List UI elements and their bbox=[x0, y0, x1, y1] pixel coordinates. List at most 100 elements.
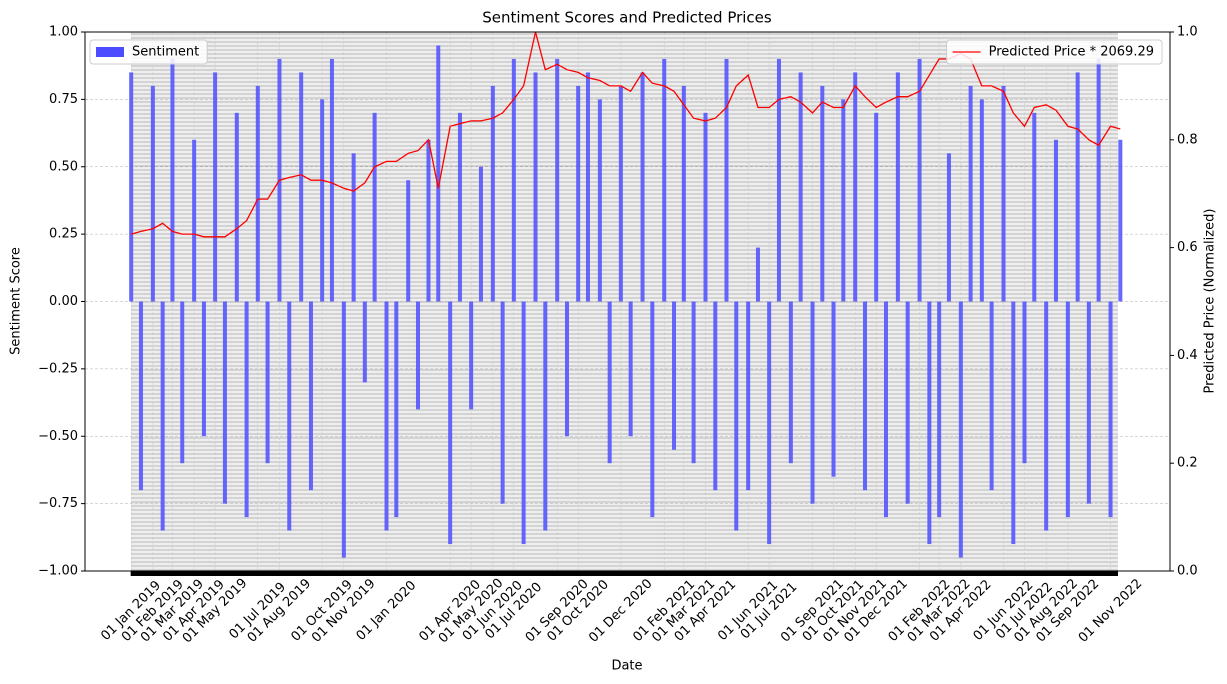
bar bbox=[478, 166, 483, 302]
bar bbox=[341, 301, 346, 558]
y-tick-label: −0.25 bbox=[38, 361, 78, 376]
bar bbox=[320, 99, 325, 302]
bar bbox=[384, 301, 389, 531]
y2-tick-label: 0.0 bbox=[1177, 564, 1198, 579]
y2-axis-label: Predicted Price (Normalized) bbox=[1203, 209, 1218, 394]
bar bbox=[1022, 301, 1027, 464]
bar bbox=[415, 301, 420, 410]
bar bbox=[448, 301, 453, 545]
bar bbox=[917, 58, 922, 302]
bar bbox=[895, 72, 900, 302]
bar bbox=[755, 247, 760, 302]
y-tick-label: 0.50 bbox=[49, 159, 78, 174]
bar bbox=[734, 301, 739, 531]
bar bbox=[1086, 301, 1091, 504]
bar bbox=[394, 301, 399, 518]
y-tick-label: −1.00 bbox=[38, 564, 78, 579]
bar bbox=[436, 45, 441, 302]
y2-tick-label: 0.6 bbox=[1177, 240, 1198, 255]
y-axis-label: Sentiment Score bbox=[9, 247, 24, 355]
bar bbox=[362, 301, 367, 383]
bar bbox=[1108, 301, 1113, 518]
bar bbox=[640, 72, 645, 302]
bar bbox=[672, 301, 677, 450]
bar bbox=[628, 301, 633, 437]
bar bbox=[213, 72, 218, 302]
y-tick-label: 0.00 bbox=[49, 294, 78, 309]
y-tick-label: −0.50 bbox=[38, 429, 78, 444]
bar bbox=[244, 301, 249, 518]
bar bbox=[201, 301, 206, 437]
bar bbox=[1096, 58, 1101, 302]
bar bbox=[1011, 301, 1016, 545]
bar bbox=[351, 153, 356, 302]
bar bbox=[1118, 139, 1123, 302]
bar bbox=[406, 180, 411, 302]
legend-box bbox=[89, 39, 208, 65]
legend-swatch bbox=[96, 47, 124, 57]
y2-tick-label: 0.8 bbox=[1177, 132, 1198, 147]
bar bbox=[511, 58, 516, 302]
bar bbox=[905, 301, 910, 504]
bar bbox=[831, 301, 836, 477]
bar bbox=[329, 58, 334, 302]
bar bbox=[937, 301, 942, 518]
bar bbox=[798, 72, 803, 302]
bar bbox=[255, 85, 260, 302]
bar bbox=[597, 99, 602, 302]
chart-title: Sentiment Scores and Predicted Prices bbox=[482, 9, 772, 27]
bar bbox=[490, 85, 495, 302]
bar bbox=[989, 301, 994, 491]
bar bbox=[724, 58, 729, 302]
bar bbox=[650, 301, 655, 518]
bar bbox=[533, 72, 538, 302]
bar bbox=[788, 301, 793, 464]
bar bbox=[160, 301, 165, 531]
bar bbox=[927, 301, 932, 545]
x-axis-label: Date bbox=[611, 659, 642, 674]
bar bbox=[946, 153, 951, 302]
bar bbox=[299, 72, 304, 302]
y2-tick-label: 1.0 bbox=[1177, 25, 1198, 40]
bar bbox=[841, 99, 846, 302]
bar bbox=[150, 85, 155, 302]
legend: Sentiment bbox=[89, 39, 208, 65]
bar bbox=[180, 301, 185, 464]
bar bbox=[776, 58, 781, 302]
legend: Predicted Price * 2069.29 bbox=[946, 39, 1163, 65]
bar bbox=[662, 58, 667, 302]
bar bbox=[500, 301, 505, 504]
bar bbox=[607, 301, 612, 464]
bar bbox=[862, 301, 867, 491]
bar bbox=[521, 301, 526, 545]
bar bbox=[853, 72, 858, 302]
bar bbox=[979, 99, 984, 302]
bar bbox=[1032, 112, 1037, 302]
bar bbox=[372, 112, 377, 302]
bar bbox=[713, 301, 718, 491]
bar bbox=[968, 85, 973, 302]
bar bbox=[691, 301, 696, 464]
bar bbox=[576, 85, 581, 302]
bar bbox=[234, 112, 239, 302]
y-tick-label: 0.75 bbox=[49, 92, 78, 107]
bar bbox=[129, 72, 134, 302]
y-tick-label: −0.75 bbox=[38, 496, 78, 511]
bar bbox=[681, 85, 686, 302]
bar bbox=[874, 112, 879, 302]
y-tick-label: 0.25 bbox=[49, 227, 78, 242]
bar bbox=[958, 301, 963, 558]
bar bbox=[287, 301, 292, 531]
bar bbox=[1065, 301, 1070, 518]
y2-tick-label: 0.4 bbox=[1177, 348, 1198, 363]
bar bbox=[265, 301, 270, 464]
bar bbox=[308, 301, 313, 491]
bar bbox=[1044, 301, 1049, 531]
legend-label: Sentiment bbox=[132, 45, 199, 60]
bar bbox=[703, 112, 708, 302]
y2-tick-label: 0.2 bbox=[1177, 456, 1198, 471]
legend-label: Predicted Price * 2069.29 bbox=[989, 45, 1154, 60]
bar bbox=[883, 301, 888, 518]
